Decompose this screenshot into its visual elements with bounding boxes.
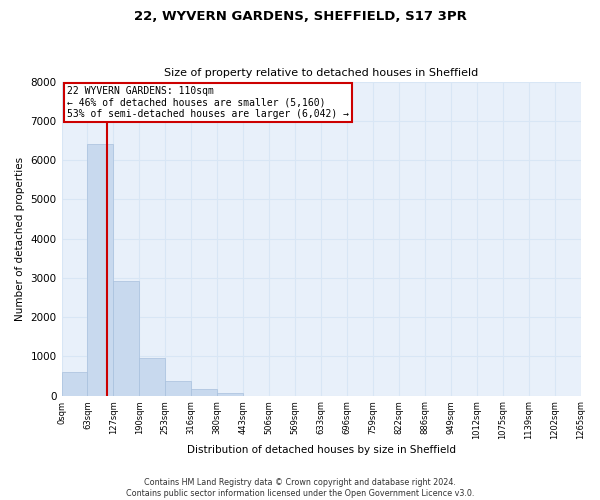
Bar [113, 280, 139, 396]
Text: 22, WYVERN GARDENS, SHEFFIELD, S17 3PR: 22, WYVERN GARDENS, SHEFFIELD, S17 3PR [134, 10, 466, 23]
Text: 22 WYVERN GARDENS: 110sqm
← 46% of detached houses are smaller (5,160)
53% of se: 22 WYVERN GARDENS: 110sqm ← 46% of detac… [67, 86, 349, 120]
Bar [62, 372, 88, 396]
Bar [217, 393, 243, 396]
Text: Contains HM Land Registry data © Crown copyright and database right 2024.
Contai: Contains HM Land Registry data © Crown c… [126, 478, 474, 498]
Bar [139, 358, 166, 396]
Y-axis label: Number of detached properties: Number of detached properties [15, 156, 25, 320]
X-axis label: Distribution of detached houses by size in Sheffield: Distribution of detached houses by size … [187, 445, 455, 455]
Bar [191, 390, 217, 396]
Title: Size of property relative to detached houses in Sheffield: Size of property relative to detached ho… [164, 68, 478, 78]
Bar [166, 381, 191, 396]
Bar [88, 144, 113, 396]
